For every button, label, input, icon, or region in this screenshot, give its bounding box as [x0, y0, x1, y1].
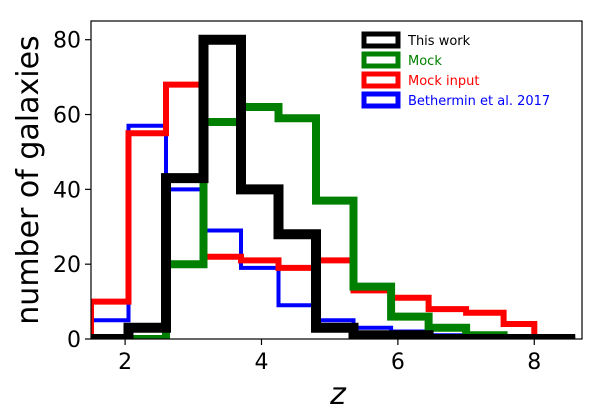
legend-label-mock-input: Mock input — [408, 74, 479, 89]
legend-swatch-mock-input — [361, 71, 401, 89]
y-tick-label-0: 0 — [67, 328, 81, 353]
legend-label-bethermin-et-al-2017: Bethermin et al. 2017 — [408, 94, 550, 109]
legend-swatch-mock — [361, 51, 401, 69]
y-tick-label-80: 80 — [53, 29, 81, 54]
y-axis-label: number of galaxies — [11, 35, 46, 324]
x-tick-label-8: 8 — [527, 350, 541, 375]
legend-label-this-work: This work — [407, 34, 471, 49]
y-tick-label-20: 20 — [53, 253, 81, 278]
plot-frame — [90, 20, 583, 340]
series-layer — [91, 34, 576, 339]
x-tick-label-6: 6 — [391, 350, 405, 375]
y-tick-label-40: 40 — [53, 178, 81, 203]
x-tick-label-2: 2 — [118, 350, 132, 375]
x-tick-label-4: 4 — [254, 350, 268, 375]
y-tick-label-60: 60 — [53, 104, 81, 129]
series-this-work — [91, 34, 576, 339]
legend-swatch-this-work — [361, 31, 401, 49]
x-axis-label: z — [329, 377, 347, 412]
legend-label-mock: Mock — [408, 54, 442, 69]
legend-swatch-bethermin-et-al-2017 — [361, 91, 401, 109]
legend: This work Mock Mock input Bethermin et al. … — [361, 31, 550, 109]
